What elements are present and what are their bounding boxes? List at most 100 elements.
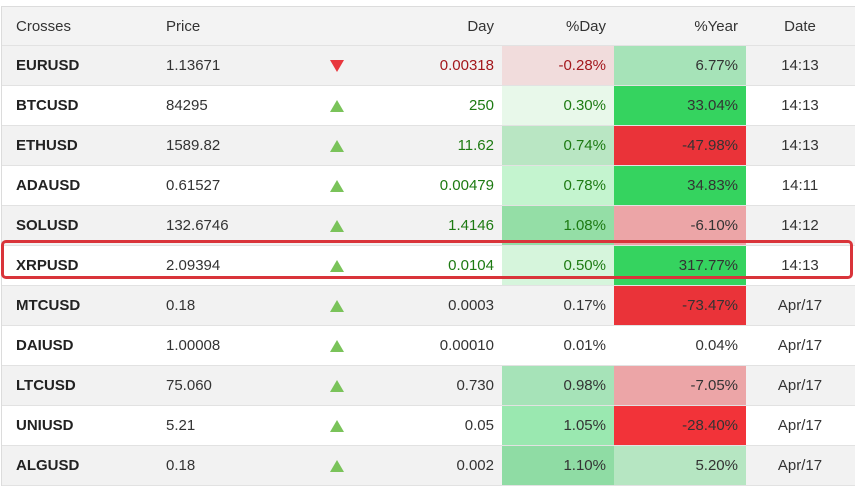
arrow-up-icon — [330, 259, 344, 272]
table-row[interactable]: LTCUSD 75.060 0.730 0.98% -7.05% Apr/17 — [2, 366, 855, 406]
direction-cell — [302, 446, 372, 485]
header-crosses[interactable]: Crosses — [16, 17, 72, 35]
percent-day-change: 1.05% — [502, 406, 614, 445]
price-value: 1.00008 — [166, 337, 221, 354]
symbol-link[interactable]: ALGUSD — [16, 457, 80, 474]
direction-cell — [302, 166, 372, 205]
date-value: Apr/17 — [777, 457, 823, 474]
date-value: 14:13 — [781, 257, 819, 274]
percent-day-change: 1.08% — [502, 206, 614, 245]
symbol-link[interactable]: XRPUSD — [16, 257, 79, 274]
table-row[interactable]: BTCUSD 84295 250 0.30% 33.04% 14:13 — [2, 86, 855, 126]
date-value: 14:13 — [781, 57, 819, 74]
table-row[interactable]: UNIUSD 5.21 0.05 1.05% -28.40% Apr/17 — [2, 406, 855, 446]
day-change: 11.62 — [457, 137, 494, 154]
day-change: 0.00010 — [439, 337, 494, 354]
symbol-link[interactable]: MTCUSD — [16, 297, 81, 314]
direction-cell — [302, 126, 372, 165]
price-value: 84295 — [166, 97, 208, 114]
arrow-up-icon — [330, 419, 344, 432]
crosses-table: Crosses Price Day %Day %Year Date EURUSD… — [1, 6, 855, 486]
header-date[interactable]: Date — [784, 17, 816, 35]
date-value: 14:11 — [781, 177, 819, 194]
day-change: 0.00318 — [439, 57, 494, 74]
percent-year-change: -73.47% — [614, 286, 746, 325]
arrow-up-icon — [330, 99, 344, 112]
direction-cell — [302, 286, 372, 325]
table-row[interactable]: EURUSD 1.13671 0.00318 -0.28% 6.77% 14:13 — [2, 46, 855, 86]
table-row[interactable]: ADAUSD 0.61527 0.00479 0.78% 34.83% 14:11 — [2, 166, 855, 206]
day-change: 0.05 — [464, 417, 494, 434]
percent-day-change: 0.17% — [563, 297, 606, 314]
arrow-up-icon — [330, 379, 344, 392]
date-value: Apr/17 — [777, 297, 823, 314]
price-value: 2.09394 — [166, 257, 221, 274]
table-row[interactable]: DAIUSD 1.00008 0.00010 0.01% 0.04% Apr/17 — [2, 326, 855, 366]
arrow-up-icon — [330, 339, 344, 352]
percent-day-change: 0.30% — [502, 86, 614, 125]
percent-year-change: 5.20% — [614, 446, 746, 485]
percent-year-change: -47.98% — [614, 126, 746, 165]
date-value: Apr/17 — [777, 417, 823, 434]
symbol-link[interactable]: EURUSD — [16, 57, 80, 74]
table-header: Crosses Price Day %Day %Year Date — [2, 7, 855, 46]
day-change: 0.00479 — [439, 177, 494, 194]
day-change: 0.002 — [456, 457, 494, 474]
arrow-down-icon — [330, 59, 344, 72]
percent-year-change: 33.04% — [614, 86, 746, 125]
percent-day-change: -0.28% — [502, 46, 614, 85]
price-value: 0.18 — [166, 457, 196, 474]
percent-day-change: 0.74% — [502, 126, 614, 165]
direction-cell — [302, 406, 372, 445]
symbol-link[interactable]: SOLUSD — [16, 217, 79, 234]
day-change: 250 — [468, 97, 494, 114]
percent-year-change: -28.40% — [614, 406, 746, 445]
table-row[interactable]: ALGUSD 0.18 0.002 1.10% 5.20% Apr/17 — [2, 446, 855, 486]
direction-cell — [302, 366, 372, 405]
table-row[interactable]: MTCUSD 0.18 0.0003 0.17% -73.47% Apr/17 — [2, 286, 855, 326]
arrow-up-icon — [330, 459, 344, 472]
header-percent-day[interactable]: %Day — [565, 17, 606, 35]
percent-year-change: 34.83% — [614, 166, 746, 205]
day-change: 1.4146 — [448, 217, 494, 234]
header-percent-year[interactable]: %Year — [694, 17, 738, 35]
percent-day-change: 0.98% — [502, 366, 614, 405]
price-value: 132.6746 — [166, 217, 229, 234]
symbol-link[interactable]: ADAUSD — [16, 177, 81, 194]
percent-year-change: 317.77% — [614, 246, 746, 285]
arrow-up-icon — [330, 179, 344, 192]
percent-day-change: 0.01% — [563, 337, 606, 354]
price-value: 1589.82 — [166, 137, 221, 154]
percent-year-change: 0.04% — [695, 337, 738, 354]
arrow-up-icon — [330, 219, 344, 232]
symbol-link[interactable]: LTCUSD — [16, 377, 76, 394]
date-value: 14:13 — [781, 97, 819, 114]
arrow-up-icon — [330, 139, 344, 152]
symbol-link[interactable]: DAIUSD — [16, 337, 74, 354]
direction-cell — [302, 206, 372, 245]
price-value: 5.21 — [166, 417, 196, 434]
date-value: 14:12 — [781, 217, 819, 234]
header-day[interactable]: Day — [467, 17, 494, 35]
percent-day-change: 0.78% — [502, 166, 614, 205]
arrow-up-icon — [330, 299, 344, 312]
header-price[interactable]: Price — [166, 17, 201, 35]
symbol-link[interactable]: UNIUSD — [16, 417, 74, 434]
price-value: 0.18 — [166, 297, 196, 314]
percent-year-change: -6.10% — [614, 206, 746, 245]
day-change: 0.0104 — [448, 257, 494, 274]
symbol-link[interactable]: BTCUSD — [16, 97, 79, 114]
date-value: Apr/17 — [777, 337, 823, 354]
header-direction — [302, 7, 372, 45]
price-value: 1.13671 — [166, 57, 221, 74]
percent-day-change: 0.50% — [502, 246, 614, 285]
price-value: 75.060 — [166, 377, 212, 394]
day-change: 0.730 — [456, 377, 494, 394]
table-row[interactable]: XRPUSD 2.09394 0.0104 0.50% 317.77% 14:13 — [2, 246, 855, 286]
table-row[interactable]: ETHUSD 1589.82 11.62 0.74% -47.98% 14:13 — [2, 126, 855, 166]
direction-cell — [302, 46, 372, 85]
symbol-link[interactable]: ETHUSD — [16, 137, 78, 154]
date-value: Apr/17 — [777, 377, 823, 394]
table-row[interactable]: SOLUSD 132.6746 1.4146 1.08% -6.10% 14:12 — [2, 206, 855, 246]
percent-year-change: -7.05% — [614, 366, 746, 405]
